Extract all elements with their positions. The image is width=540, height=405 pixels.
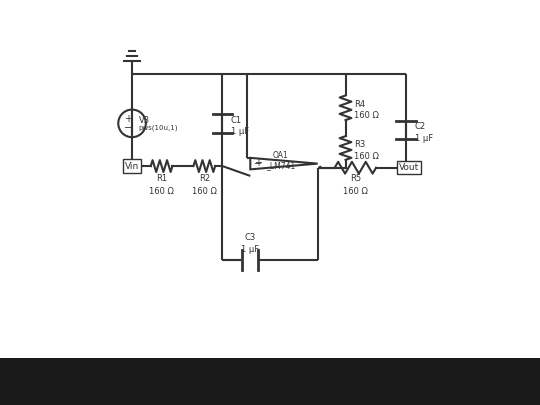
Text: V3: V3	[139, 115, 150, 125]
Text: C1: C1	[231, 115, 242, 125]
Text: http://circuitlab.com/cc3j944: http://circuitlab.com/cc3j944	[130, 389, 251, 398]
Text: 160 Ω: 160 Ω	[354, 152, 379, 161]
Text: 1 μF: 1 μF	[231, 127, 249, 136]
Text: —⦿—■—LAB: —⦿—■—LAB	[11, 386, 65, 394]
Text: 1 μF: 1 μF	[415, 134, 433, 143]
Text: R3: R3	[354, 140, 365, 149]
Text: Vout: Vout	[399, 163, 419, 172]
Text: −: −	[124, 123, 132, 133]
Text: R4: R4	[354, 100, 365, 109]
Text: 160 Ω: 160 Ω	[192, 187, 217, 196]
Text: 160 Ω: 160 Ω	[149, 187, 174, 196]
Text: 160 Ω: 160 Ω	[343, 187, 368, 196]
Text: R2: R2	[199, 174, 210, 183]
Text: R5: R5	[350, 174, 361, 183]
Text: pws(10u,1): pws(10u,1)	[139, 124, 178, 131]
Text: gmarifia / Electronics Lab 2: 3rd Order Butterworth Lowpass Filter TIme Domain: gmarifia / Electronics Lab 2: 3rd Order …	[130, 375, 538, 384]
Text: 1 μF: 1 μF	[241, 245, 259, 254]
Text: R1: R1	[156, 174, 167, 183]
Text: C2: C2	[415, 122, 426, 131]
Text: CIRCUIT: CIRCUIT	[16, 372, 59, 382]
Text: −: −	[254, 160, 262, 169]
Text: 160 Ω: 160 Ω	[354, 111, 379, 121]
Text: +: +	[124, 114, 132, 124]
Text: C3: C3	[244, 232, 255, 242]
Text: _LM741: _LM741	[266, 161, 295, 170]
Text: +: +	[254, 158, 262, 168]
Text: OA1: OA1	[273, 151, 288, 160]
Text: Vin: Vin	[125, 162, 139, 171]
